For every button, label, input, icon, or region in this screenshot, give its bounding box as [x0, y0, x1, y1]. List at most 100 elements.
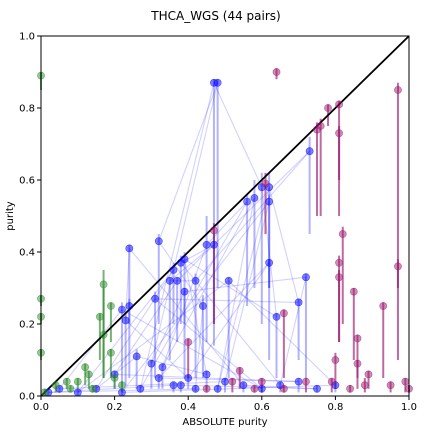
- chart-title: THCA_WGS (44 pairs): [150, 9, 280, 23]
- x-axis-label: ABSOLUTE purity: [182, 417, 267, 428]
- data-point: [110, 374, 119, 382]
- data-point: [210, 226, 218, 235]
- data-point: [265, 258, 274, 267]
- data-point: [346, 384, 355, 393]
- data-point: [169, 266, 178, 274]
- connector-line: [154, 298, 263, 390]
- data-point: [62, 377, 71, 386]
- data-point: [125, 244, 134, 253]
- data-point: [213, 384, 222, 393]
- x-tick-label: 0.4: [180, 402, 196, 413]
- data-point: [210, 240, 218, 249]
- data-point: [261, 179, 270, 188]
- data-point: [401, 377, 410, 386]
- y-tick-label: 0.0: [19, 392, 35, 403]
- data-point: [191, 384, 200, 393]
- x-tick-label: 0.6: [254, 402, 270, 413]
- connector-line: [161, 197, 255, 368]
- x-axis-ticks: 0.0 0.2 0.4 0.6 0.8 1.0: [33, 396, 417, 413]
- connector-line: [224, 201, 270, 382]
- connector-line: [161, 244, 208, 368]
- data-point: [250, 384, 259, 393]
- data-point: [84, 370, 93, 379]
- data-point: [118, 388, 126, 397]
- data-point: [158, 363, 167, 372]
- data-point: [313, 384, 321, 393]
- connector-line: [180, 384, 318, 390]
- connector-line: [217, 187, 270, 389]
- data-point: [394, 262, 402, 271]
- data-point: [335, 100, 343, 109]
- data-point: [107, 348, 115, 357]
- y-tick-label: 1.0: [19, 32, 35, 43]
- data-point: [99, 280, 108, 289]
- connector-line: [114, 280, 178, 375]
- connector-line: [136, 355, 207, 375]
- data-point: [136, 384, 145, 393]
- data-point: [199, 302, 207, 310]
- data-point: [169, 381, 178, 390]
- data-point: [335, 129, 343, 138]
- data-point: [176, 381, 185, 390]
- connector-line: [59, 381, 226, 390]
- data-point: [202, 240, 211, 249]
- data-point: [257, 384, 266, 393]
- connector-line: [128, 248, 244, 386]
- connector-line: [217, 197, 255, 389]
- data-point: [154, 237, 163, 246]
- connector-line: [213, 82, 263, 188]
- data-point: [147, 359, 156, 368]
- data-point: [95, 312, 104, 321]
- data-point: [202, 384, 211, 393]
- data-point: [81, 363, 90, 372]
- data-point: [305, 147, 314, 156]
- data-point: [125, 302, 134, 310]
- data-point: [335, 258, 343, 267]
- connector-line: [261, 187, 278, 317]
- data-point: [73, 377, 82, 386]
- data-point: [121, 316, 130, 325]
- data-point: [279, 309, 288, 318]
- connector-line: [187, 262, 270, 379]
- data-point: [349, 287, 358, 296]
- y-tick-label: 0.2: [19, 320, 35, 331]
- connector-line: [139, 82, 215, 389]
- data-point: [224, 276, 233, 285]
- y-axis-ticks: 0.0 0.2 0.4 0.6 0.8 1.0: [19, 32, 41, 403]
- x-tick-label: 0.0: [33, 402, 49, 413]
- data-point: [335, 273, 343, 282]
- connector-line: [155, 298, 299, 303]
- connector-line: [121, 201, 270, 393]
- data-point: [364, 370, 373, 379]
- data-point: [235, 366, 244, 375]
- data-point: [394, 86, 402, 94]
- data-point: [228, 377, 237, 386]
- data-point: [191, 276, 200, 285]
- plot-frame: [40, 35, 410, 397]
- data-point: [107, 302, 115, 310]
- connector-line: [150, 82, 219, 364]
- connector-line: [268, 187, 300, 303]
- connector-line: [183, 259, 208, 375]
- data-point: [184, 338, 193, 346]
- data-point: [88, 384, 97, 393]
- data-point: [331, 356, 340, 364]
- data-point: [272, 312, 281, 321]
- data-point: [202, 370, 211, 379]
- y-tick-label: 0.4: [19, 248, 35, 259]
- x-tick-label: 0.2: [107, 402, 123, 413]
- connector-line: [95, 269, 174, 390]
- data-point: [40, 388, 49, 397]
- data-point: [379, 302, 388, 310]
- data-point: [173, 276, 182, 285]
- connector-line: [139, 201, 248, 390]
- connector-line: [125, 319, 189, 379]
- x-tick-label: 1.0: [401, 402, 417, 413]
- data-point: [154, 374, 163, 382]
- y-tick-label: 0.6: [19, 176, 35, 187]
- y-axis-label: purity: [5, 201, 16, 230]
- data-point: [265, 197, 274, 206]
- connector-line: [158, 377, 299, 383]
- data-point: [132, 352, 141, 361]
